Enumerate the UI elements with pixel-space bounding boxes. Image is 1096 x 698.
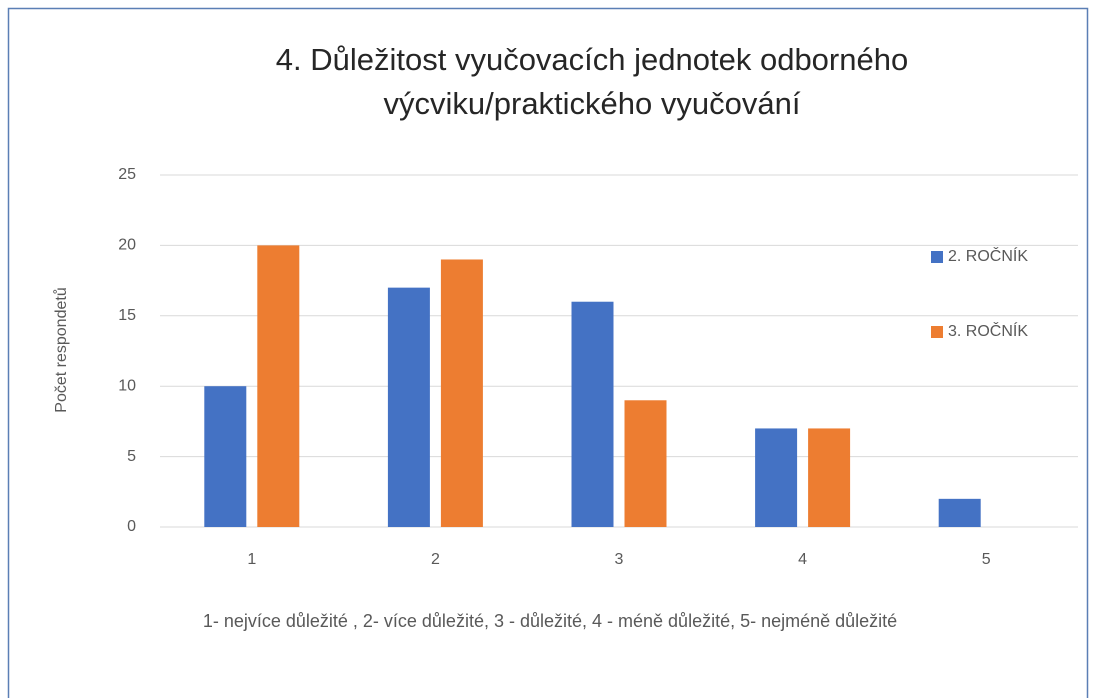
chart-title: 4. Důležitost vyučovacích jednotek odbor… [275,42,909,121]
bar [387,287,430,527]
bar [571,301,614,527]
y-tick-label: 10 [118,377,136,394]
y-tick-label: 15 [118,307,136,324]
y-tick-label: 20 [118,237,136,254]
bar [257,245,300,527]
x-tick-label: 1 [247,551,256,568]
frame [7,7,1089,698]
x-tick-label: 3 [615,551,624,568]
legend-swatch [931,251,943,263]
legend-label: 3. ROČNÍK [948,321,1028,340]
x-tick-label: 5 [982,551,991,568]
bar [755,428,798,527]
bar [624,400,667,527]
x-tick-label: 2 [431,551,440,568]
y-tick-label: 0 [127,518,136,535]
bar [808,428,851,527]
legend-swatch [931,326,943,338]
bar [440,259,483,527]
bar [938,498,981,527]
bar [204,386,247,527]
x-tick-label: 4 [798,551,807,568]
y-tick-label: 25 [118,166,136,183]
y-tick-label: 5 [127,448,136,465]
x-axis-label: 1- nejvíce důležité , 2- více důležité, … [202,611,898,631]
y-axis-label: Počet respondetů [52,287,70,412]
legend-label: 2. ROČNÍK [948,246,1028,265]
